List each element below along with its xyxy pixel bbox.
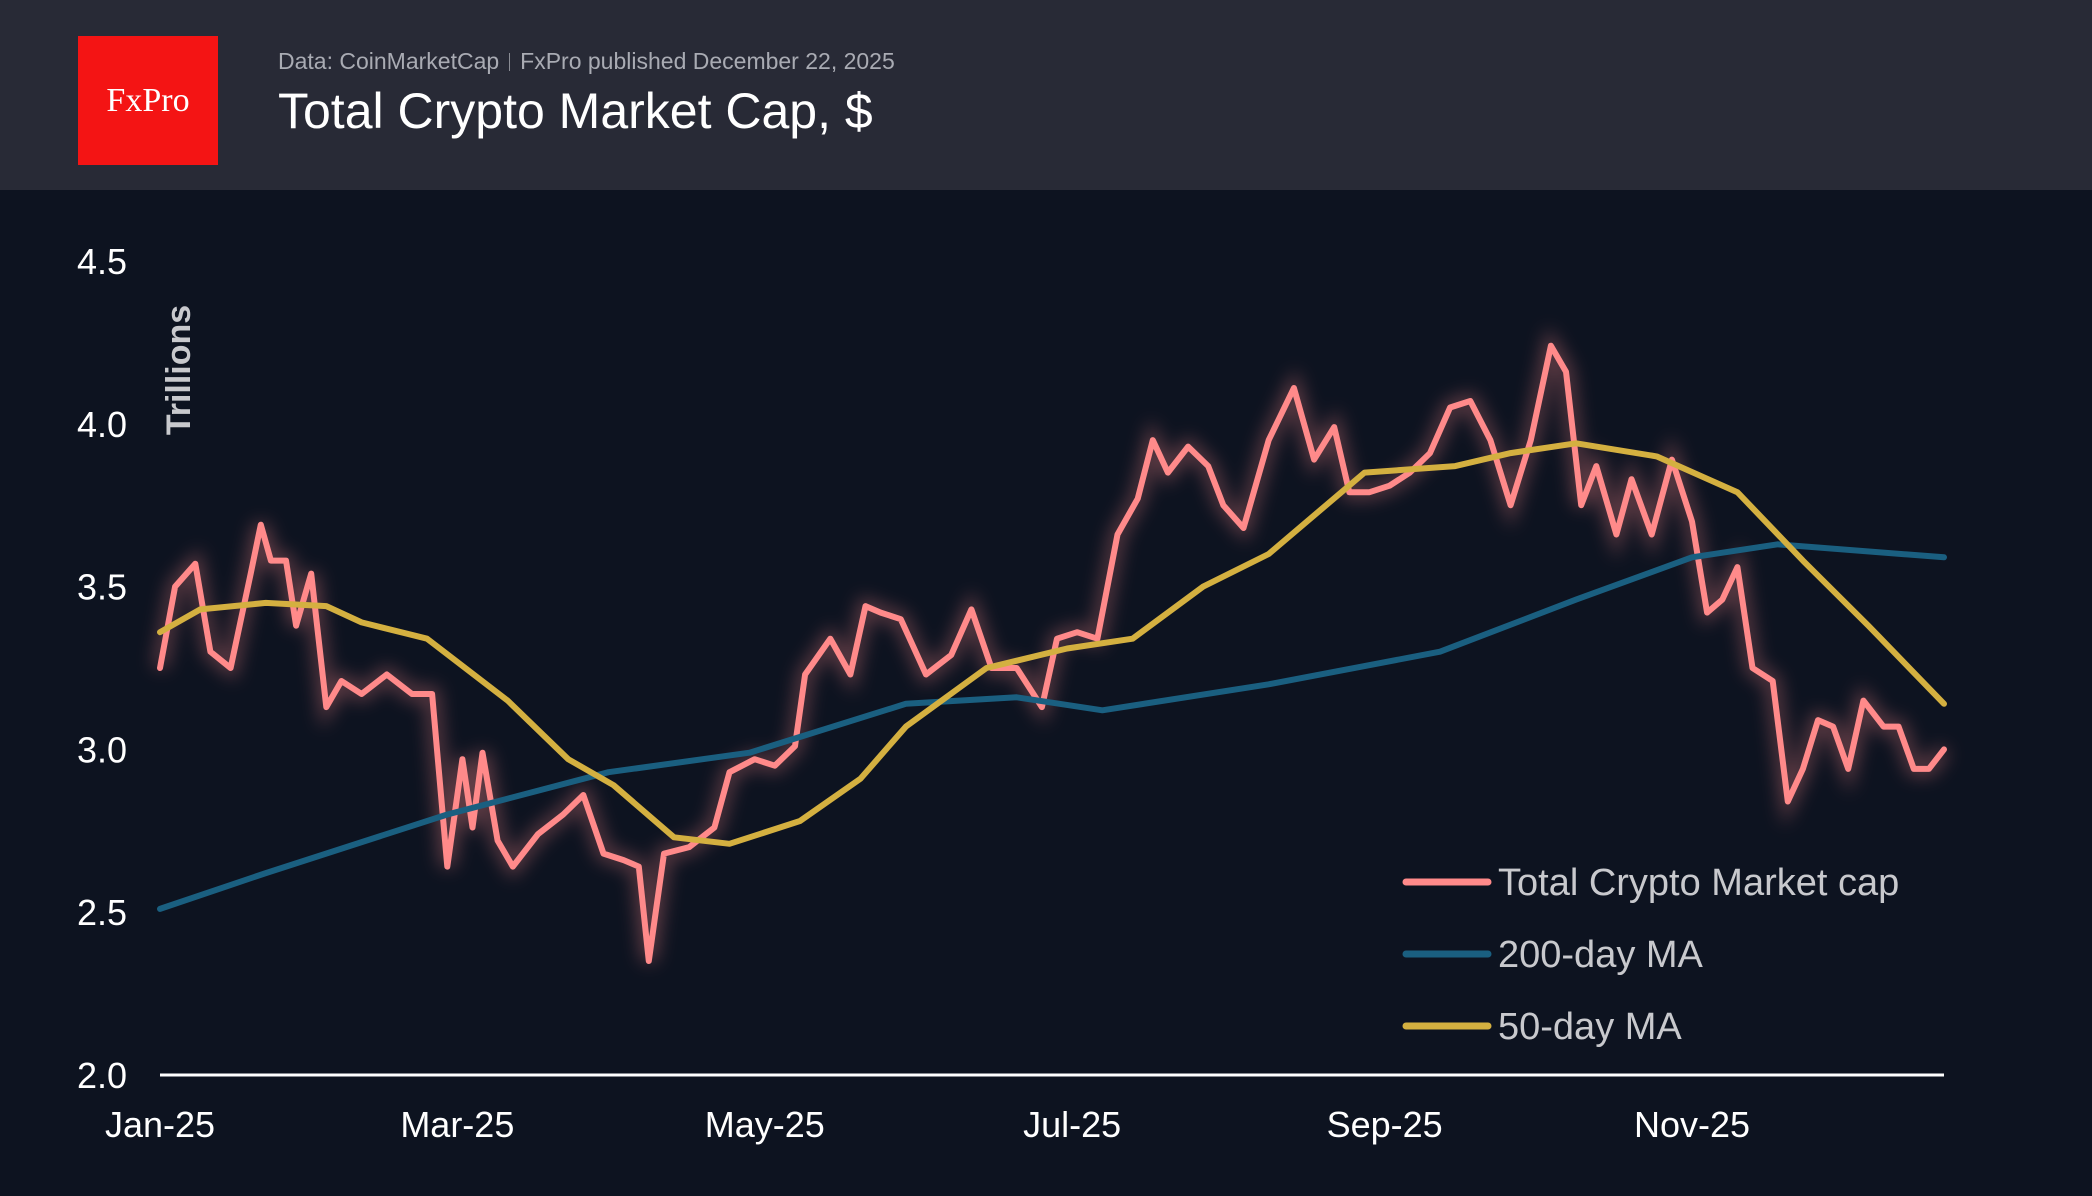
y-axis-label: Trillions bbox=[160, 305, 198, 435]
series-line-2 bbox=[157, 440, 1947, 847]
chart-title: Total Crypto Market Cap, $ bbox=[278, 83, 873, 139]
x-tick-label: May-25 bbox=[705, 1104, 825, 1145]
x-tick-label: Jan-25 bbox=[105, 1104, 215, 1145]
header: FxPro Data: CoinMarketCap FxPro published… bbox=[0, 0, 2092, 190]
separator bbox=[509, 53, 511, 71]
fxpro-logo: FxPro bbox=[78, 36, 218, 165]
y-tick-label: 2.5 bbox=[77, 892, 127, 933]
legend-label: 50-day MA bbox=[1498, 1006, 1682, 1048]
x-tick-label: Nov-25 bbox=[1634, 1104, 1750, 1145]
series-line-1 bbox=[157, 541, 1947, 912]
legend: Total Crypto Market cap 200-day MA 50-day … bbox=[1402, 862, 1899, 1048]
x-tick-label: Sep-25 bbox=[1327, 1104, 1443, 1145]
y-tick-label: 4.5 bbox=[77, 241, 127, 282]
y-tick-label: 4.0 bbox=[77, 404, 127, 445]
x-tick-label: Jul-25 bbox=[1023, 1104, 1121, 1145]
subtitle: Data: CoinMarketCap FxPro published Decem… bbox=[278, 48, 895, 75]
x-tick-label: Mar-25 bbox=[400, 1104, 514, 1145]
logo-text: FxPro bbox=[106, 81, 190, 119]
published-date: FxPro published December 22, 2025 bbox=[520, 48, 895, 74]
legend-label: Total Crypto Market cap bbox=[1498, 862, 1899, 904]
y-tick-label: 2.0 bbox=[77, 1055, 127, 1096]
legend-label: 200-day MA bbox=[1498, 934, 1704, 976]
y-tick-label: 3.5 bbox=[77, 567, 127, 608]
y-tick-label: 3.0 bbox=[77, 729, 127, 770]
data-source: Data: CoinMarketCap bbox=[278, 48, 500, 74]
series-line-0 bbox=[157, 342, 1947, 964]
